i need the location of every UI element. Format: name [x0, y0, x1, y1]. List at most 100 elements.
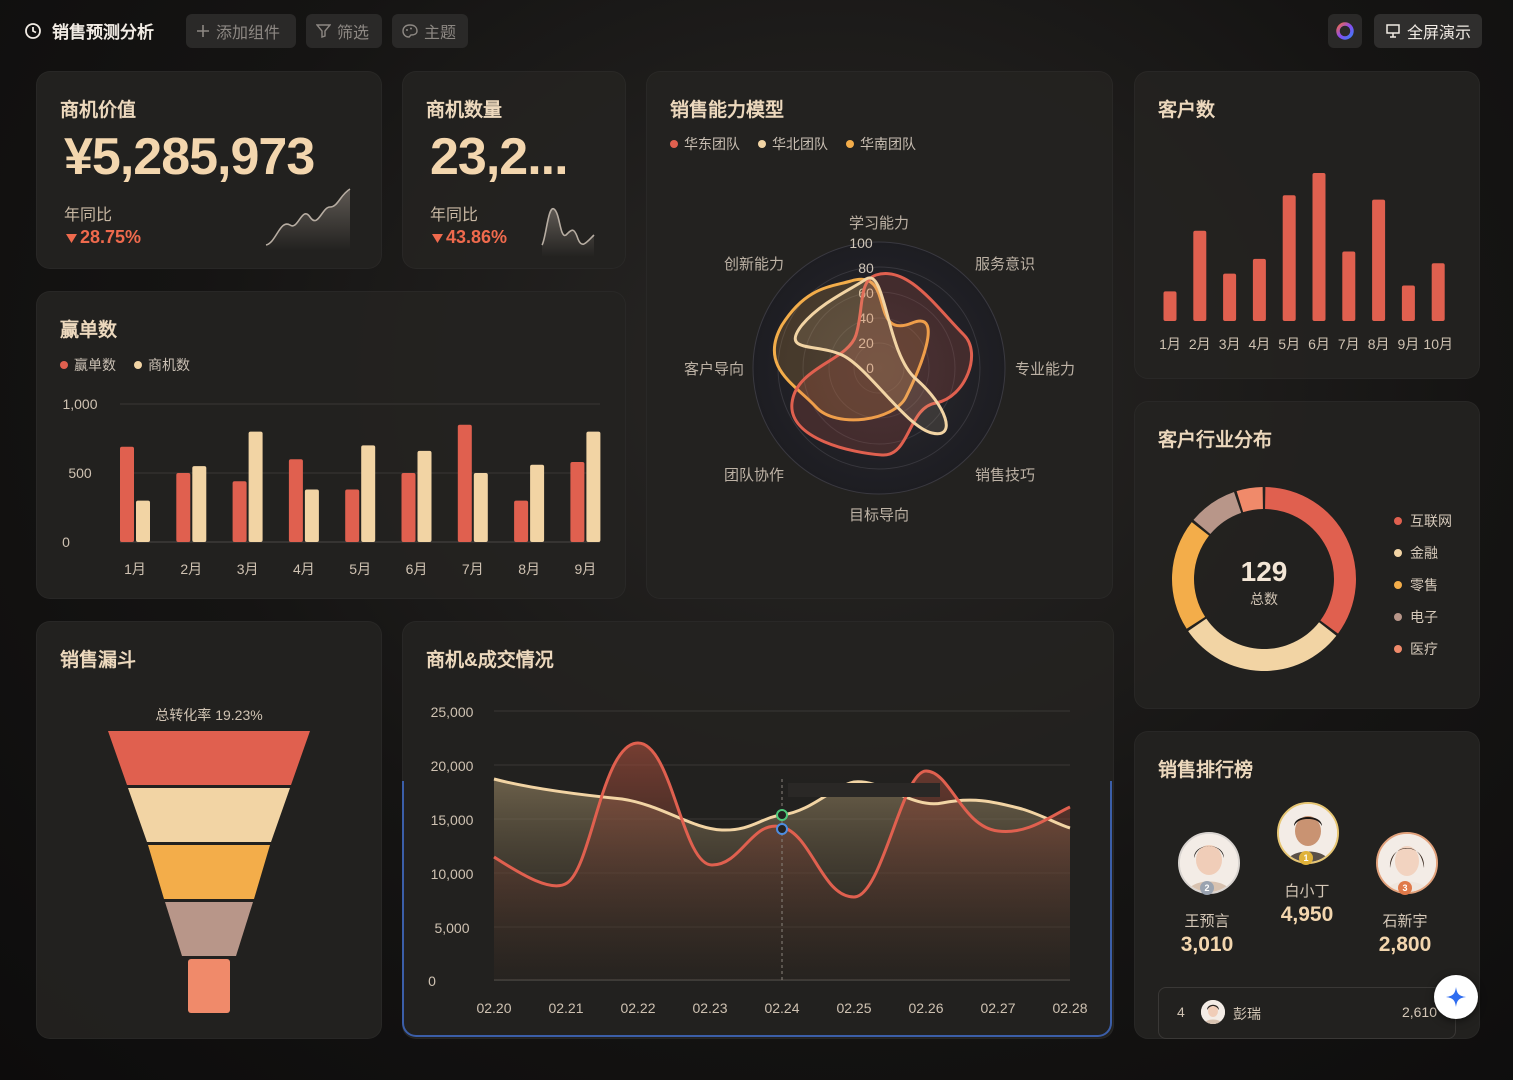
funnel-stage[interactable]: [188, 959, 230, 1013]
x-tick: 02.27: [980, 1000, 1015, 1016]
wins-bar[interactable]: [232, 481, 247, 542]
theme-button[interactable]: 主题: [392, 14, 468, 48]
customers-bar[interactable]: [1282, 195, 1296, 321]
wins-bar[interactable]: [176, 473, 191, 542]
legend-item[interactable]: 电子: [1394, 607, 1452, 627]
donut-slice[interactable]: [1188, 618, 1337, 671]
ai-assistant-button[interactable]: [1328, 14, 1362, 48]
x-tick: 2月: [1189, 336, 1211, 352]
radar-axis-label: 专业能力: [1015, 361, 1075, 378]
customers-bar[interactable]: [1401, 285, 1415, 321]
radar-series-north[interactable]: [793, 276, 948, 436]
customers-bar[interactable]: [1342, 251, 1356, 321]
legend-item[interactable]: 医疗: [1394, 639, 1452, 659]
legend-item[interactable]: 金融: [1394, 543, 1452, 563]
opportunity-bar[interactable]: [248, 431, 263, 542]
deals-title: 商机&成交情况: [426, 650, 554, 671]
opportunity-bar[interactable]: [304, 489, 319, 542]
donut-slice[interactable]: [1236, 487, 1263, 513]
funnel-stage[interactable]: [128, 788, 290, 842]
ranking-title: 销售排行榜: [1158, 760, 1254, 781]
wins-bar[interactable]: [457, 424, 472, 542]
rank-value: 3,010: [1180, 933, 1234, 956]
avatar: [1201, 1000, 1225, 1024]
fullscreen-button[interactable]: 全屏演示: [1374, 14, 1482, 48]
funnel-stage[interactable]: [165, 902, 253, 956]
floating-assistant-button[interactable]: [1434, 975, 1478, 1019]
kpi-value-title: 商机价值: [60, 100, 137, 121]
legend-dot: [758, 140, 766, 148]
hover-point[interactable]: [776, 823, 788, 835]
legend-item[interactable]: 华南团队: [846, 134, 916, 154]
opportunity-bar[interactable]: [136, 500, 150, 542]
customers-bar[interactable]: [1372, 199, 1386, 321]
customers-bar[interactable]: [1312, 173, 1326, 321]
radar-axis-label: 团队协作: [724, 467, 784, 484]
legend-item[interactable]: 互联网: [1394, 511, 1452, 531]
presentation-icon: [1386, 24, 1400, 38]
avatar[interactable]: [1277, 802, 1339, 864]
legend-item[interactable]: 赢单数: [60, 355, 116, 375]
y-tick: 25,000: [431, 704, 474, 720]
x-tick: 7月: [1338, 336, 1360, 352]
wins-bar[interactable]: [120, 446, 134, 542]
sparkle-icon: [1446, 987, 1466, 1007]
wins-bar[interactable]: [288, 459, 303, 542]
kpi-count-card: 商机数量 23,2... 年同比 43.86%: [402, 71, 626, 269]
legend-item[interactable]: 华北团队: [758, 134, 828, 154]
x-tick: 4月: [293, 561, 315, 577]
opportunity-bar[interactable]: [530, 464, 545, 542]
x-tick: 6月: [406, 561, 428, 577]
legend-item[interactable]: 华东团队: [670, 134, 740, 154]
radar-legend: 华东团队 华北团队 华南团队: [670, 134, 916, 154]
wins-card: 赢单数 赢单数 商机数 1,000 500 0 1月 2月 3月 4月 5月 6月 7月 8月 9月: [36, 291, 626, 599]
opportunity-bar[interactable]: [361, 445, 376, 542]
legend-item[interactable]: 商机数: [134, 355, 190, 375]
wins-bar[interactable]: [401, 473, 416, 542]
rank-badge: 3: [1398, 881, 1412, 895]
rank-value: 2,800: [1378, 933, 1432, 956]
hover-point[interactable]: [776, 809, 788, 821]
opportunity-bar[interactable]: [473, 473, 488, 542]
x-tick: 02.24: [764, 1000, 799, 1016]
donut-slice[interactable]: [1193, 492, 1242, 535]
x-tick: 02.25: [836, 1000, 871, 1016]
industry-title: 客户行业分布: [1158, 430, 1273, 451]
customers-bar[interactable]: [1163, 291, 1177, 321]
funnel-rate: 总转化率 19.23%: [155, 707, 263, 723]
legend-label: 华东团队: [684, 136, 740, 152]
rank-name: 王预言: [1184, 913, 1230, 930]
kpi-value-yoy-label: 年同比: [64, 207, 113, 224]
customers-bar[interactable]: [1223, 273, 1237, 321]
legend-dot: [1394, 517, 1402, 525]
radar-series-east[interactable]: [790, 272, 974, 457]
donut-slice[interactable]: [1172, 522, 1210, 629]
top-bar: 销售预测分析 添加组件 筛选 主题 全屏演示: [0, 0, 1513, 62]
avatar[interactable]: [1376, 832, 1438, 894]
add-widget-button[interactable]: 添加组件: [186, 14, 296, 48]
x-tick: 02.23: [692, 1000, 727, 1016]
donut-slice[interactable]: [1265, 487, 1356, 634]
customers-bar[interactable]: [1193, 230, 1207, 321]
funnel-stage[interactable]: [148, 845, 270, 899]
row-rank: 4: [1177, 1004, 1185, 1020]
selection-outline: [402, 781, 1112, 1037]
x-tick: 10月: [1423, 336, 1453, 352]
wins-bar[interactable]: [570, 461, 585, 542]
deals-card: 商机&成交情况 25,000 20,000 15,000 10,000 5,00…: [402, 621, 1114, 1039]
wins-bar[interactable]: [345, 489, 360, 542]
opportunity-bar[interactable]: [586, 431, 601, 542]
funnel-stage[interactable]: [108, 731, 310, 785]
filter-button[interactable]: 筛选: [306, 14, 382, 48]
legend-item[interactable]: 零售: [1394, 575, 1452, 595]
customers-bar[interactable]: [1252, 258, 1266, 321]
ring-icon: [1336, 22, 1354, 40]
ranking-row[interactable]: 4 彭瑞 2,610: [1158, 987, 1456, 1039]
industry-donut-chart: 129 总数: [1172, 487, 1356, 671]
x-tick: 02.22: [620, 1000, 655, 1016]
opportunity-bar[interactable]: [417, 450, 432, 542]
wins-bar[interactable]: [514, 500, 529, 542]
opportunity-bar[interactable]: [192, 466, 207, 542]
x-tick: 02.21: [548, 1000, 583, 1016]
customers-bar[interactable]: [1431, 263, 1445, 321]
